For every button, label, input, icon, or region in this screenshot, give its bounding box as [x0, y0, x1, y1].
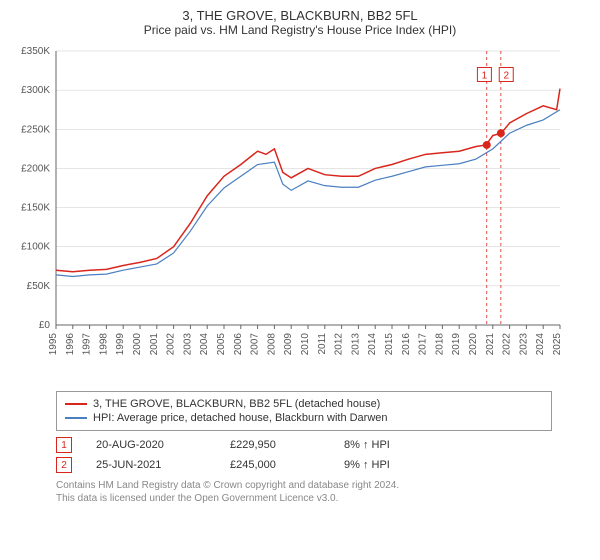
- legend-label: HPI: Average price, detached house, Blac…: [93, 412, 388, 424]
- attribution: Contains HM Land Registry data © Crown c…: [56, 479, 552, 505]
- legend-swatch: [65, 403, 87, 405]
- svg-text:2012: 2012: [334, 333, 345, 356]
- sale-marker: 2: [56, 457, 72, 473]
- attribution-line: This data is licensed under the Open Gov…: [56, 492, 552, 505]
- svg-text:2010: 2010: [300, 333, 311, 356]
- svg-text:£200K: £200K: [21, 163, 50, 174]
- svg-text:2005: 2005: [216, 333, 227, 356]
- svg-text:2022: 2022: [502, 333, 513, 356]
- page-title: 3, THE GROVE, BLACKBURN, BB2 5FL: [8, 8, 592, 23]
- legend-swatch: [65, 417, 87, 419]
- svg-text:2019: 2019: [451, 333, 462, 356]
- svg-text:2009: 2009: [283, 333, 294, 356]
- svg-text:2001: 2001: [149, 333, 160, 356]
- sale-price: £229,950: [230, 439, 320, 451]
- legend: 3, THE GROVE, BLACKBURN, BB2 5FL (detach…: [56, 391, 552, 431]
- svg-text:2018: 2018: [434, 333, 445, 356]
- svg-text:1999: 1999: [115, 333, 126, 356]
- page-subtitle: Price paid vs. HM Land Registry's House …: [8, 23, 592, 37]
- svg-text:1996: 1996: [65, 333, 76, 356]
- svg-text:2: 2: [503, 70, 509, 81]
- legend-item: 3, THE GROVE, BLACKBURN, BB2 5FL (detach…: [65, 398, 543, 410]
- svg-text:£350K: £350K: [21, 46, 50, 57]
- svg-text:2020: 2020: [468, 333, 479, 356]
- chart-container: £0 £50K £100K £150K £200K £250K £300K £350K 1995…: [8, 43, 592, 383]
- sale-delta: 9% ↑ HPI: [344, 459, 390, 471]
- sale-row: 2 25-JUN-2021 £245,000 9% ↑ HPI: [56, 457, 552, 473]
- svg-text:2007: 2007: [250, 333, 261, 356]
- svg-text:2008: 2008: [266, 333, 277, 356]
- svg-text:£100K: £100K: [21, 242, 50, 253]
- svg-text:2015: 2015: [384, 333, 395, 356]
- svg-text:2011: 2011: [317, 333, 328, 355]
- sale-date: 20-AUG-2020: [96, 439, 206, 451]
- sale-marker: 1: [56, 437, 72, 453]
- sale-row: 1 20-AUG-2020 £229,950 8% ↑ HPI: [56, 437, 552, 453]
- svg-text:2014: 2014: [367, 333, 378, 356]
- svg-text:2016: 2016: [401, 333, 412, 356]
- svg-text:2002: 2002: [166, 333, 177, 356]
- svg-text:1995: 1995: [48, 333, 59, 356]
- svg-text:£150K: £150K: [21, 203, 50, 214]
- svg-text:2013: 2013: [350, 333, 361, 356]
- svg-text:2004: 2004: [199, 333, 210, 356]
- legend-item: HPI: Average price, detached house, Blac…: [65, 412, 543, 424]
- sale-date: 25-JUN-2021: [96, 459, 206, 471]
- svg-text:2003: 2003: [182, 333, 193, 356]
- attribution-line: Contains HM Land Registry data © Crown c…: [56, 479, 552, 492]
- svg-text:2000: 2000: [132, 333, 143, 356]
- svg-text:2006: 2006: [233, 333, 244, 356]
- sales-table: 1 20-AUG-2020 £229,950 8% ↑ HPI 2 25-JUN-2021…: [56, 437, 552, 473]
- svg-text:£50K: £50K: [27, 281, 51, 292]
- svg-text:1997: 1997: [82, 333, 93, 356]
- svg-text:2024: 2024: [535, 333, 546, 356]
- svg-text:2023: 2023: [518, 333, 529, 356]
- legend-label: 3, THE GROVE, BLACKBURN, BB2 5FL (detach…: [93, 398, 380, 410]
- svg-text:2021: 2021: [485, 333, 496, 356]
- svg-text:£250K: £250K: [21, 124, 50, 135]
- sale-price: £245,000: [230, 459, 320, 471]
- svg-text:£0: £0: [39, 320, 51, 331]
- svg-text:1: 1: [482, 70, 488, 81]
- line-chart: £0 £50K £100K £150K £200K £250K £300K £350K 1995…: [8, 43, 568, 383]
- svg-text:£300K: £300K: [21, 85, 50, 96]
- svg-text:2017: 2017: [418, 333, 429, 356]
- sale-delta: 8% ↑ HPI: [344, 439, 390, 451]
- svg-text:2025: 2025: [552, 333, 563, 356]
- svg-text:1998: 1998: [98, 333, 109, 356]
